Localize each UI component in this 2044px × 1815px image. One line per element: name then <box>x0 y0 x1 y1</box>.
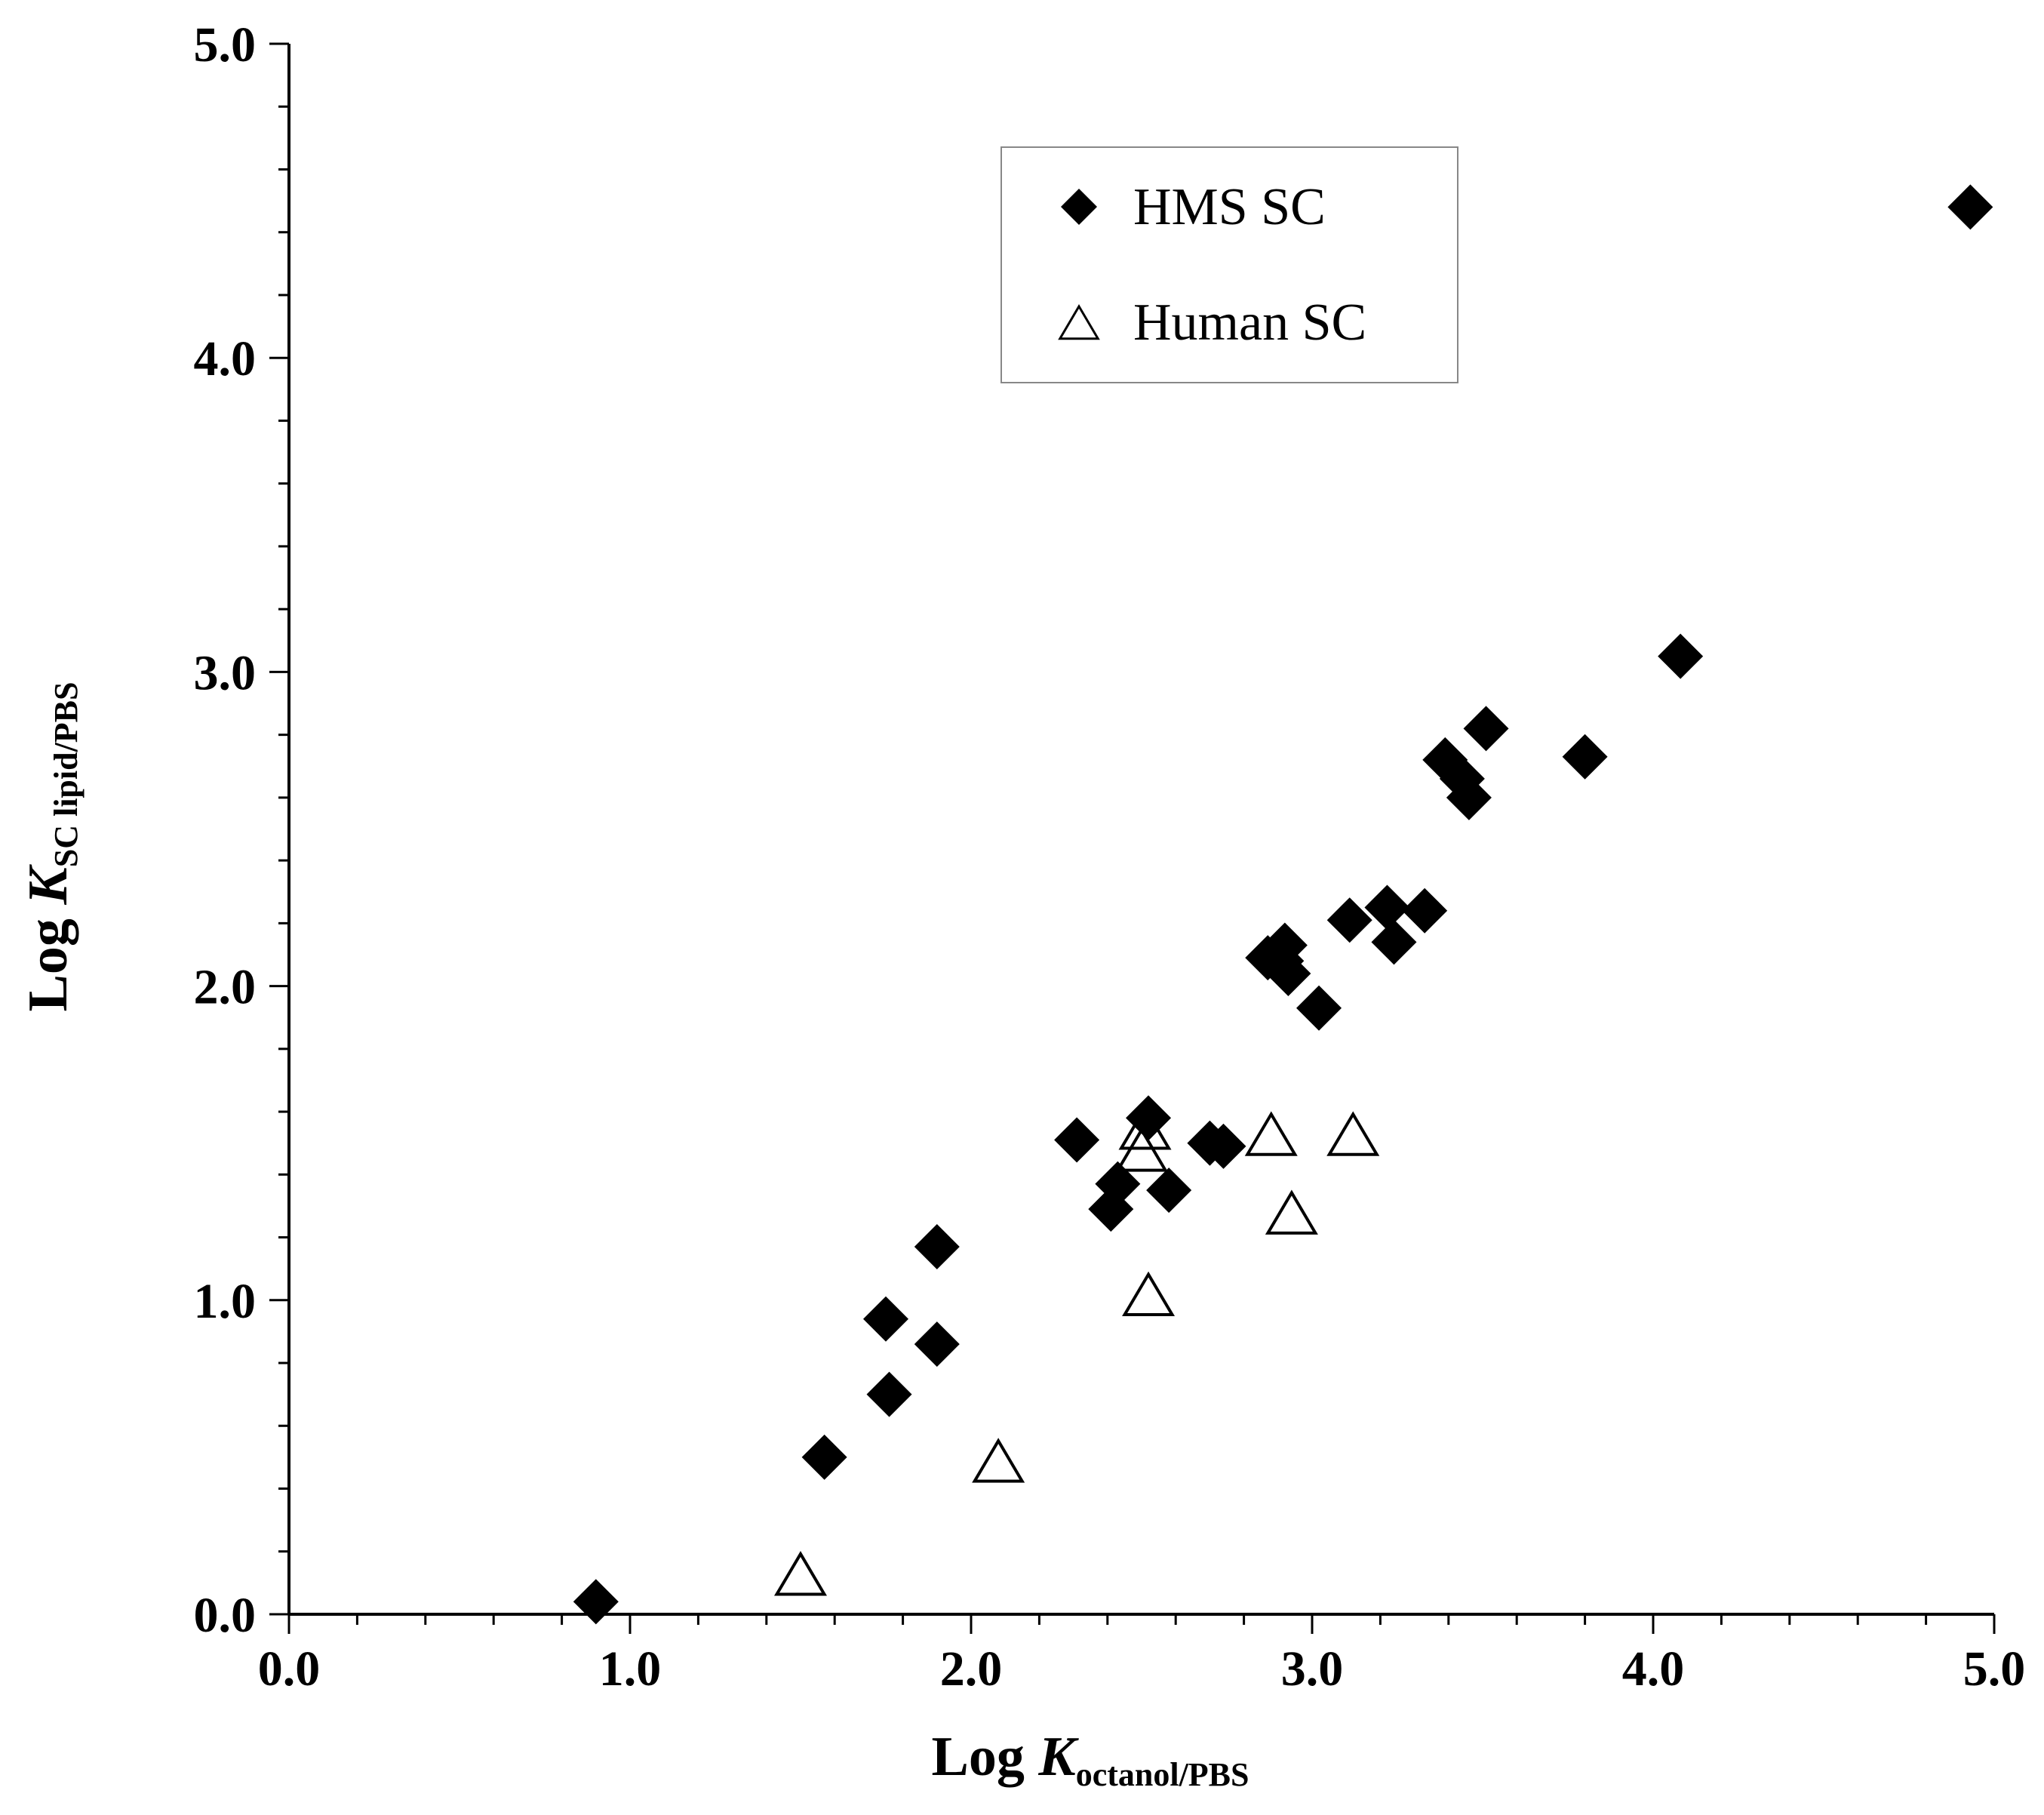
point-hms-sc <box>1947 184 1993 230</box>
point-hms-sc <box>1146 1167 1192 1214</box>
point-human-sc <box>773 1551 828 1596</box>
x-tick-label: 3.0 <box>1281 1641 1344 1697</box>
legend-marker-human-sc <box>1058 304 1100 340</box>
point-hms-sc <box>914 1224 960 1270</box>
y-tick-label: 0.0 <box>194 1588 257 1643</box>
point-hms-sc <box>863 1296 908 1342</box>
x-tick-label: 1.0 <box>599 1641 662 1697</box>
point-hms-sc <box>1446 774 1492 820</box>
point-hms-sc <box>1562 734 1608 780</box>
axes <box>287 44 1994 1616</box>
x-axis-title-symbol: K <box>1037 1726 1079 1788</box>
y-tick-label: 4.0 <box>194 331 257 386</box>
point-hms-sc <box>573 1579 619 1625</box>
legend-box <box>1000 146 1458 383</box>
point-hms-sc <box>866 1371 912 1417</box>
point-hms-sc <box>1364 884 1410 931</box>
x-tick-label: 4.0 <box>1622 1641 1685 1697</box>
point-hms-sc <box>1463 706 1509 752</box>
point-hms-sc <box>1126 1095 1172 1141</box>
y-ticks <box>269 42 289 1616</box>
point-human-sc <box>972 1438 1025 1483</box>
point-human-sc <box>1265 1189 1318 1235</box>
point-hms-sc <box>1371 919 1417 965</box>
legend-marker-hms-sc <box>1061 189 1097 225</box>
point-hms-sc <box>1326 897 1372 943</box>
legend: HMS SC Human SC <box>1000 146 1458 383</box>
legend-label-human-sc: Human SC <box>1133 294 1366 352</box>
point-hms-sc <box>1200 1123 1246 1169</box>
point-hms-sc <box>801 1434 847 1480</box>
point-human-sc <box>1114 1127 1169 1172</box>
x-tick-label: 2.0 <box>940 1641 1003 1697</box>
y-tick-label: 2.0 <box>194 960 257 1015</box>
y-tick-label: 3.0 <box>194 645 257 700</box>
legend-label-hms-sc: HMS SC <box>1133 178 1326 236</box>
point-human-sc <box>1122 1271 1176 1317</box>
x-tick-label: 0.0 <box>258 1641 321 1697</box>
point-hms-sc <box>1262 922 1308 968</box>
y-axis-title-symbol: K <box>17 864 79 906</box>
y-tick-labels: 0.0 1.0 2.0 3.0 4.0 5.0 <box>194 17 257 1643</box>
point-hms-sc <box>1658 633 1704 679</box>
y-axis-title: Log KSC lipid/PBS <box>17 682 85 1012</box>
point-hms-sc <box>1265 950 1311 996</box>
point-hms-sc <box>914 1321 960 1367</box>
point-human-sc <box>1244 1111 1298 1156</box>
x-ticks <box>287 1614 1996 1634</box>
point-hms-sc <box>1054 1117 1100 1163</box>
x-axis-title-subscript: octanol/PBS <box>1076 1756 1249 1793</box>
point-hms-sc <box>1296 985 1342 1031</box>
point-human-sc <box>1326 1111 1380 1156</box>
point-hms-sc <box>1095 1161 1141 1207</box>
data-points <box>573 184 1993 1625</box>
x-axis-title-prefix: Log <box>931 1726 1038 1788</box>
y-tick-label: 1.0 <box>194 1274 257 1329</box>
x-tick-labels: 0.0 1.0 2.0 3.0 4.0 5.0 <box>258 1641 2026 1697</box>
x-axis-title: Log Koctanol/PBS <box>931 1726 1249 1793</box>
x-tick-label: 5.0 <box>1963 1641 2026 1697</box>
point-human-sc <box>1118 1105 1172 1150</box>
y-tick-label: 5.0 <box>194 17 257 72</box>
y-axis-title-prefix: Log <box>17 905 79 1012</box>
point-hms-sc <box>1402 888 1448 934</box>
point-hms-sc <box>1422 737 1468 783</box>
y-axis-title-subscript: SC lipid/PBS <box>48 682 85 868</box>
